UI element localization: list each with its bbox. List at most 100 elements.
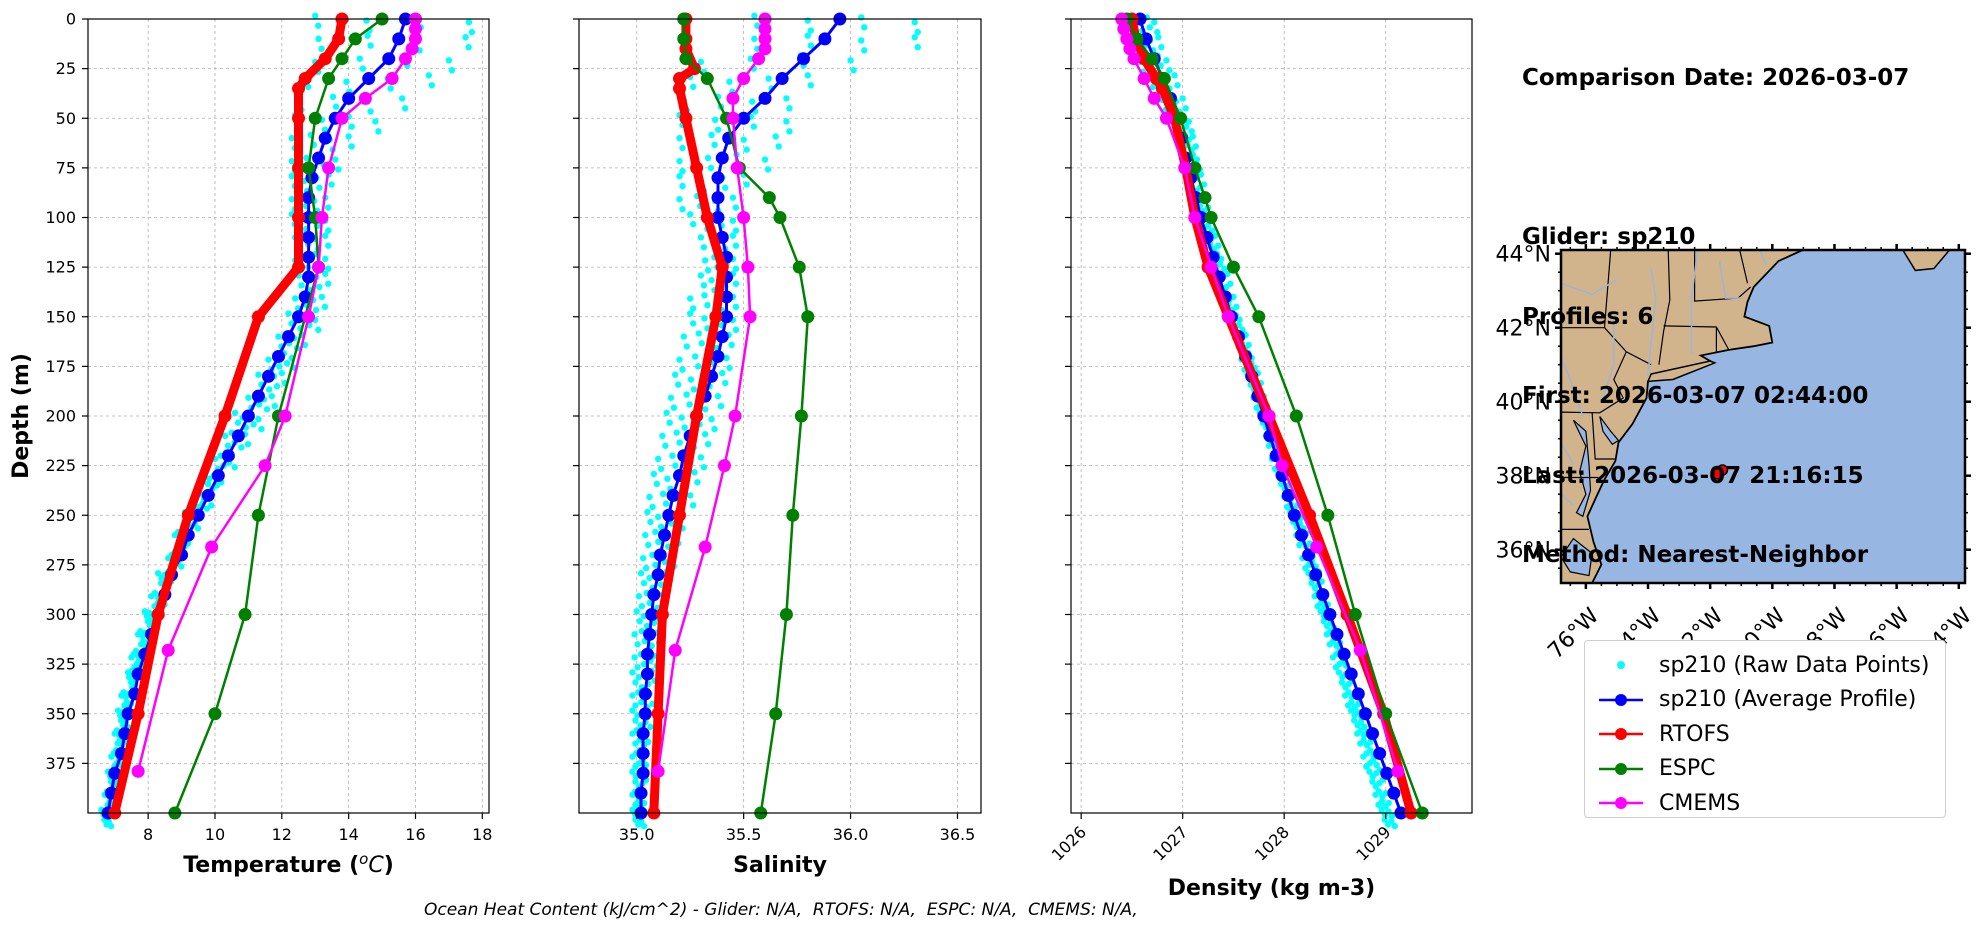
raw-point bbox=[704, 154, 712, 162]
marker-espc bbox=[1379, 707, 1393, 721]
legend-swatch-glider bbox=[1599, 693, 1643, 706]
marker-espc bbox=[1321, 508, 1335, 522]
raw-point bbox=[689, 305, 697, 312]
raw-point bbox=[316, 283, 323, 291]
raw-point bbox=[642, 531, 649, 539]
raw-point bbox=[679, 205, 686, 213]
raw-point bbox=[751, 12, 758, 19]
raw-point bbox=[224, 442, 232, 449]
marker-rtofs bbox=[251, 310, 265, 324]
marker-espc bbox=[1226, 260, 1240, 274]
marker-rtofs bbox=[181, 508, 195, 522]
raw-point bbox=[636, 618, 643, 625]
marker-cmems bbox=[358, 91, 372, 105]
raw-point bbox=[465, 19, 473, 26]
raw-point bbox=[1366, 768, 1373, 775]
raw-point bbox=[291, 295, 299, 302]
raw-point bbox=[325, 204, 332, 211]
raw-point bbox=[367, 42, 374, 49]
marker-rtofs bbox=[218, 409, 232, 423]
raw-point bbox=[694, 479, 701, 486]
marker-rtofs bbox=[687, 62, 701, 76]
raw-point bbox=[676, 196, 683, 203]
raw-point bbox=[698, 340, 705, 347]
raw-point bbox=[132, 647, 140, 655]
raw-point bbox=[1335, 669, 1343, 676]
marker-glider bbox=[1366, 727, 1380, 741]
raw-point bbox=[1179, 95, 1186, 102]
marker-glider bbox=[392, 32, 406, 46]
marker-espc bbox=[801, 310, 815, 324]
map-frame bbox=[1559, 248, 1967, 585]
river bbox=[1561, 278, 1618, 296]
marker-glider bbox=[1139, 32, 1153, 46]
raw-point bbox=[807, 27, 814, 34]
marker-glider bbox=[1302, 548, 1316, 562]
comparison-date: Comparison Date: 2026-03-07 bbox=[1522, 65, 1910, 91]
marker-glider bbox=[737, 111, 751, 125]
series-cmems bbox=[131, 12, 422, 778]
raw-point bbox=[1185, 118, 1192, 125]
marker-glider bbox=[271, 349, 285, 363]
raw-point bbox=[640, 579, 648, 587]
ytick-label: 150 bbox=[45, 307, 76, 326]
raw-point bbox=[632, 679, 639, 686]
method: Method: Nearest-Neighbor bbox=[1522, 542, 1869, 568]
marker-cmems bbox=[668, 643, 682, 657]
marker-cmems bbox=[737, 72, 751, 86]
marker-glider bbox=[653, 548, 667, 562]
raw-point bbox=[701, 315, 708, 322]
marker-cmems bbox=[312, 260, 326, 274]
raw-point bbox=[635, 674, 643, 681]
raw-point bbox=[328, 181, 335, 188]
raw-point bbox=[1182, 105, 1189, 112]
raw-point bbox=[686, 211, 694, 218]
marker-glider bbox=[1323, 608, 1337, 621]
marker-glider bbox=[282, 330, 295, 344]
marker-glider bbox=[711, 171, 725, 185]
raw-point bbox=[702, 406, 709, 413]
marker-rtofs bbox=[673, 72, 686, 86]
marker-espc bbox=[1157, 72, 1171, 86]
marker-rtofs bbox=[151, 608, 165, 621]
panel-density: 1026 1027 1028 1029 Density (kg m-3) bbox=[1048, 12, 1473, 901]
legend-swatch-raw bbox=[1617, 661, 1625, 670]
raw-point bbox=[655, 538, 662, 546]
raw-point bbox=[194, 525, 202, 532]
raw-point bbox=[634, 641, 641, 648]
ytick-label: 125 bbox=[45, 258, 76, 277]
raw-point bbox=[1236, 316, 1243, 324]
panel-salinity: 35.0 35.5 36.0 36.5 Salinity bbox=[573, 12, 982, 878]
raw-point bbox=[1224, 270, 1231, 278]
raw-point bbox=[359, 65, 366, 72]
marker-espc bbox=[1145, 52, 1159, 66]
raw-point bbox=[683, 343, 690, 350]
map: 44°N42°N40°N38°N36°N76°W 74°W 72°W 70°W 68°W… bbox=[1496, 243, 1978, 664]
marker-rtofs bbox=[673, 81, 686, 95]
raw-point bbox=[1277, 480, 1285, 488]
raw-point bbox=[206, 475, 213, 482]
marker-glider bbox=[634, 786, 648, 800]
marker-glider bbox=[1294, 528, 1308, 542]
raw-point bbox=[637, 818, 645, 825]
marker-glider bbox=[1358, 707, 1372, 721]
marker-espc bbox=[762, 191, 776, 205]
xtick-label: 10 bbox=[205, 825, 225, 844]
raw-point bbox=[468, 28, 476, 36]
marker-rtofs bbox=[651, 707, 665, 721]
marker-cmems bbox=[1159, 111, 1173, 125]
glider-marker bbox=[1711, 468, 1724, 480]
raw-point bbox=[1320, 618, 1327, 625]
raw-point bbox=[332, 103, 340, 110]
raw-point bbox=[343, 78, 350, 85]
raw-point bbox=[107, 822, 115, 830]
raw-point bbox=[639, 554, 647, 562]
marker-espc bbox=[679, 52, 693, 66]
raw-point bbox=[645, 738, 652, 746]
legend-label-rtofs: RTOFS bbox=[1659, 721, 1730, 747]
raw-point bbox=[672, 371, 679, 378]
raw-point bbox=[726, 78, 733, 85]
raw-point bbox=[631, 631, 638, 638]
raw-point bbox=[743, 181, 750, 188]
raw-point bbox=[356, 55, 363, 62]
